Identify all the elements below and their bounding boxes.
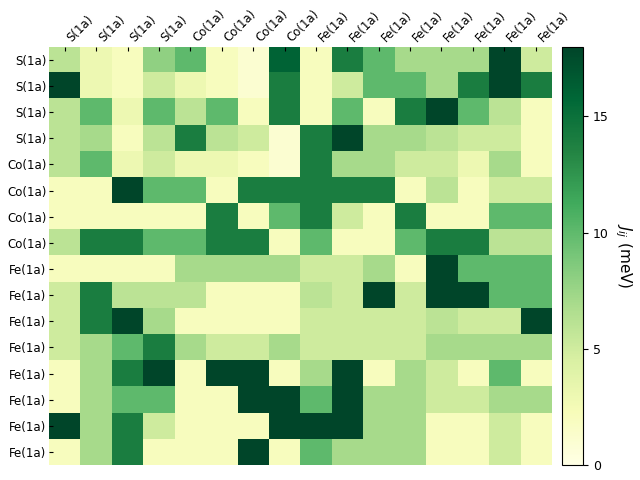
Y-axis label: $J_{ij}$ (meV): $J_{ij}$ (meV) xyxy=(613,223,634,288)
